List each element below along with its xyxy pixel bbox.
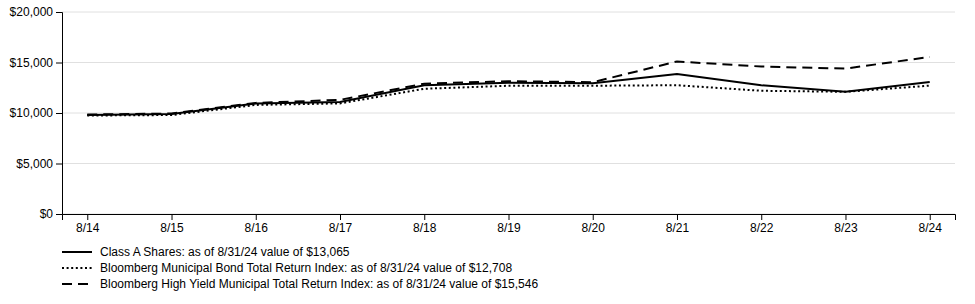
y-tick: $0 (40, 207, 62, 221)
x-tick-mark (761, 214, 762, 220)
x-tick: 8/23 (834, 214, 858, 235)
x-tick: 8/24 (919, 214, 943, 235)
x-tick-mark (424, 214, 425, 220)
x-tick-label: 8/17 (329, 221, 353, 235)
x-tick-mark (677, 214, 678, 220)
x-tick-mark (593, 214, 594, 220)
legend-item: Bloomberg High Yield Municipal Total Ret… (62, 277, 538, 291)
legend-label: Class A Shares: as of 8/31/24 value of $… (100, 245, 350, 259)
legend-label: Bloomberg High Yield Municipal Total Ret… (100, 277, 538, 291)
grid-line (62, 12, 955, 13)
x-axis: 8/14 8/15 8/16 8/17 8/18 8/19 8/20 8/21 8/22 8/23… (63, 214, 956, 235)
x-tick: 8/15 (160, 214, 184, 235)
y-tick-mark (56, 214, 62, 215)
y-tick-label: $20,000 (10, 5, 54, 19)
plot: $0$5,000$10,000$15,000$20,0008/148/158/1… (10, 5, 956, 291)
x-tick-label: 8/16 (245, 221, 269, 235)
legend-swatch (62, 251, 92, 253)
x-tick-label: 8/24 (919, 221, 943, 235)
y-axis-line (56, 13, 63, 215)
grid (62, 12, 955, 214)
x-tick-label: 8/21 (666, 221, 690, 235)
grid-line (62, 113, 955, 114)
x-tick: 8/20 (582, 214, 606, 235)
legend-swatch (62, 283, 92, 285)
legend: Class A Shares: as of 8/31/24 value of $… (62, 245, 538, 291)
x-tick: 8/14 (76, 214, 100, 235)
x-tick: 8/21 (666, 214, 690, 235)
y-tick-mark (56, 113, 62, 114)
y-tick-mark (56, 63, 62, 64)
x-tick: 8/22 (750, 214, 774, 235)
x-tick-mark (509, 214, 510, 220)
x-axis-line (63, 215, 956, 221)
grid-line (62, 62, 955, 63)
legend-swatch (62, 267, 92, 269)
y-tick: $10,000 (10, 106, 62, 120)
legend-item: Class A Shares: as of 8/31/24 value of $… (62, 245, 350, 259)
y-tick-label: $10,000 (10, 106, 54, 120)
y-tick: $15,000 (10, 56, 62, 70)
x-tick-mark (87, 214, 88, 220)
legend-item: Bloomberg Municipal Bond Total Return In… (62, 261, 512, 275)
y-tick: $5,000 (16, 157, 62, 171)
y-tick-mark (56, 164, 62, 165)
y-tick-label: $5,000 (16, 157, 53, 171)
grid-line (62, 163, 955, 164)
y-tick-mark (56, 12, 62, 13)
x-tick-mark (172, 214, 173, 220)
lines (87, 57, 929, 116)
y-tick-label: $15,000 (10, 56, 54, 70)
x-tick-label: 8/20 (582, 221, 606, 235)
series-line (87, 57, 929, 115)
x-tick-mark (340, 214, 341, 220)
x-tick-label: 8/14 (76, 221, 100, 235)
legend-label: Bloomberg Municipal Bond Total Return In… (100, 261, 512, 275)
x-tick-mark (930, 214, 931, 220)
x-tick: 8/19 (497, 214, 521, 235)
x-tick-label: 8/19 (497, 221, 521, 235)
x-tick: 8/16 (245, 214, 269, 235)
y-axis: $0 $5,000 $10,000 $15,000 $20,000 (10, 5, 63, 221)
x-tick-label: 8/15 (160, 221, 184, 235)
x-tick-label: 8/23 (834, 221, 858, 235)
x-tick-mark (256, 214, 257, 220)
x-tick: 8/18 (413, 214, 437, 235)
series-line (87, 85, 929, 115)
x-tick-label: 8/18 (413, 221, 437, 235)
x-tick: 8/17 (329, 214, 353, 235)
y-tick-label: $0 (40, 207, 54, 221)
x-tick-mark (845, 214, 846, 220)
y-tick: $20,000 (10, 5, 62, 19)
chart: $0$5,000$10,000$15,000$20,0008/148/158/1… (0, 0, 975, 304)
x-tick-label: 8/22 (750, 221, 774, 235)
